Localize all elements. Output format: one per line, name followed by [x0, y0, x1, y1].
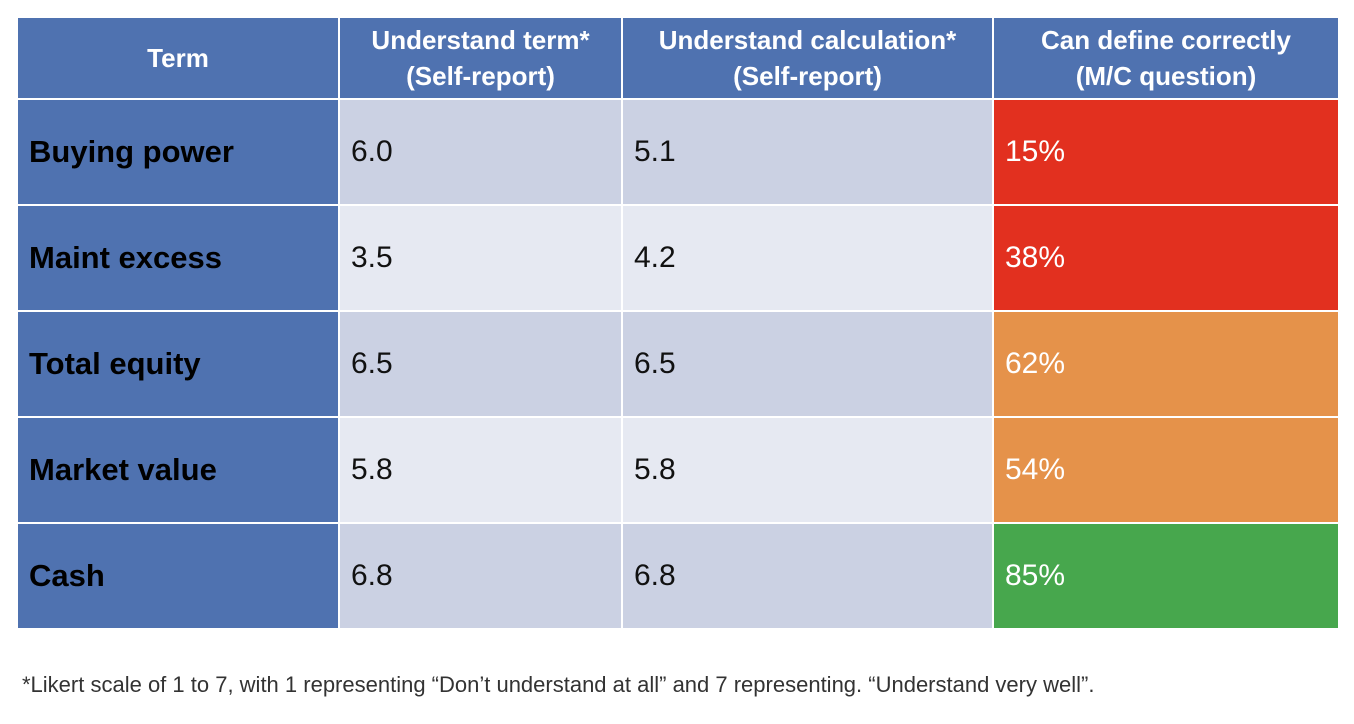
can-define-cell: 38% — [992, 204, 1340, 312]
table-row: Maint excess 3.5 4.2 38% — [16, 204, 1340, 312]
understand-calculation-cell: 6.5 — [621, 310, 994, 418]
table-row: Cash 6.8 6.8 85% — [16, 522, 1340, 630]
can-define-cell: 54% — [992, 416, 1340, 524]
understand-term-cell: 5.8 — [338, 416, 623, 524]
header-row: Term Understand term* (Self-report) Unde… — [16, 16, 1340, 100]
understand-term-cell: 6.8 — [338, 522, 623, 630]
header-understand-term-line1: Understand term* — [371, 25, 590, 55]
understand-calculation-cell: 5.8 — [621, 416, 994, 524]
can-define-cell: 15% — [992, 98, 1340, 206]
header-term: Term — [16, 16, 340, 100]
can-define-cell: 62% — [992, 310, 1340, 418]
term-cell: Maint excess — [16, 204, 340, 312]
footnote: *Likert scale of 1 to 7, with 1 represen… — [22, 672, 1095, 697]
can-define-cell: 85% — [992, 522, 1340, 630]
table-row: Market value 5.8 5.8 54% — [16, 416, 1340, 524]
term-cell: Total equity — [16, 310, 340, 418]
header-understand-calculation-line2: (Self-report) — [733, 61, 882, 91]
header-understand-term-line2: (Self-report) — [406, 61, 555, 91]
understand-calculation-cell: 5.1 — [621, 98, 994, 206]
table-row: Total equity 6.5 6.5 62% — [16, 310, 1340, 418]
header-can-define-line1: Can define correctly — [1041, 25, 1291, 55]
header-term-label: Term — [147, 43, 209, 73]
table-row: Buying power 6.0 5.1 15% — [16, 98, 1340, 206]
header-understand-calculation: Understand calculation* (Self-report) — [621, 16, 994, 100]
header-can-define-line2: (M/C question) — [1075, 61, 1257, 91]
understand-calculation-cell: 4.2 — [621, 204, 994, 312]
header-understand-term: Understand term* (Self-report) — [338, 16, 623, 100]
header-can-define: Can define correctly (M/C question) — [992, 16, 1340, 100]
understand-term-cell: 3.5 — [338, 204, 623, 312]
term-cell: Buying power — [16, 98, 340, 206]
term-cell: Cash — [16, 522, 340, 630]
understand-term-cell: 6.0 — [338, 98, 623, 206]
term-cell: Market value — [16, 416, 340, 524]
understand-calculation-cell: 6.8 — [621, 522, 994, 630]
header-understand-calculation-line1: Understand calculation* — [658, 25, 957, 55]
results-table: Term Understand term* (Self-report) Unde… — [16, 16, 1340, 630]
understand-term-cell: 6.5 — [338, 310, 623, 418]
